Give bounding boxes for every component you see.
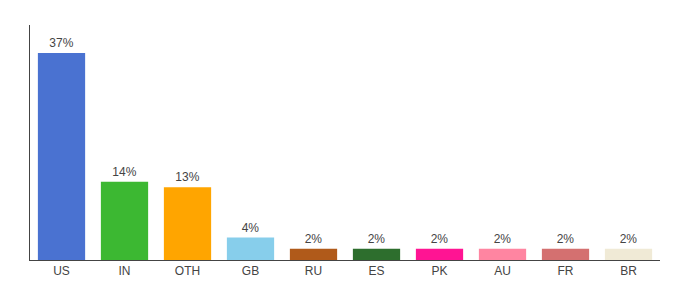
svg-text:2%: 2% bbox=[431, 232, 449, 246]
svg-text:2%: 2% bbox=[494, 232, 512, 246]
svg-text:GB: GB bbox=[242, 264, 259, 278]
svg-text:BR: BR bbox=[620, 264, 637, 278]
svg-text:2%: 2% bbox=[305, 232, 323, 246]
svg-text:OTH: OTH bbox=[175, 264, 200, 278]
svg-text:RU: RU bbox=[305, 264, 322, 278]
svg-text:PK: PK bbox=[431, 264, 447, 278]
svg-text:4%: 4% bbox=[242, 221, 260, 235]
svg-text:37%: 37% bbox=[49, 36, 73, 50]
svg-text:IN: IN bbox=[119, 264, 131, 278]
svg-text:2%: 2% bbox=[620, 232, 638, 246]
svg-text:ES: ES bbox=[368, 264, 384, 278]
svg-text:FR: FR bbox=[558, 264, 574, 278]
svg-text:2%: 2% bbox=[557, 232, 575, 246]
svg-text:14%: 14% bbox=[112, 165, 136, 179]
svg-text:2%: 2% bbox=[368, 232, 386, 246]
svg-text:13%: 13% bbox=[175, 170, 199, 184]
svg-text:US: US bbox=[53, 264, 70, 278]
svg-text:AU: AU bbox=[494, 264, 511, 278]
